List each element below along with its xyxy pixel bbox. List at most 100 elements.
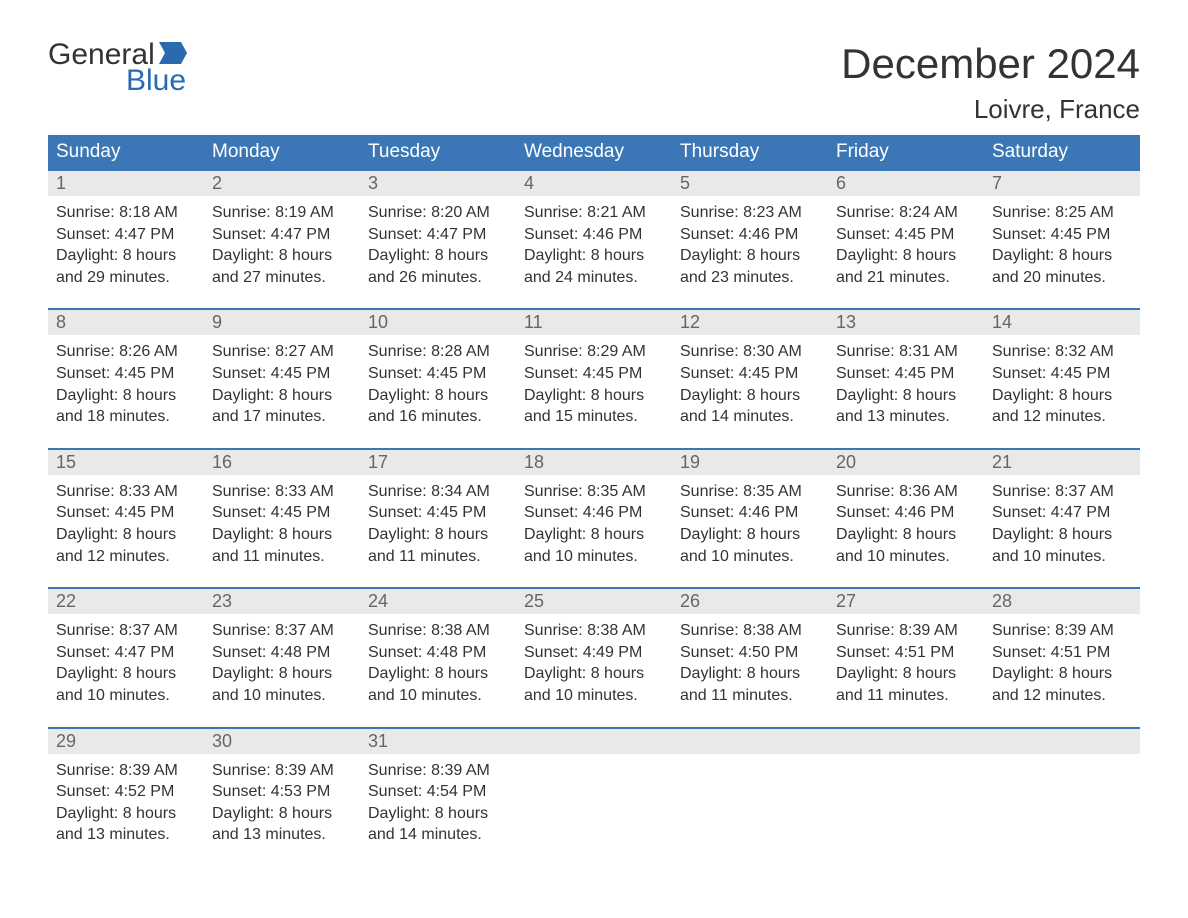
- day-number: 21: [984, 450, 1140, 475]
- daylight-text-1: Daylight: 8 hours: [524, 245, 664, 267]
- daylight-text-2: and 10 minutes.: [212, 685, 352, 707]
- sunset-text: Sunset: 4:48 PM: [212, 642, 352, 664]
- day-number: 18: [516, 450, 672, 475]
- day-number: [516, 729, 672, 754]
- day-data: Sunrise: 8:21 AMSunset: 4:46 PMDaylight:…: [516, 196, 672, 298]
- sunset-text: Sunset: 4:45 PM: [992, 224, 1132, 246]
- sunrise-text: Sunrise: 8:39 AM: [368, 760, 508, 782]
- day-data: Sunrise: 8:37 AMSunset: 4:48 PMDaylight:…: [204, 614, 360, 716]
- day-number: [672, 729, 828, 754]
- sunset-text: Sunset: 4:46 PM: [680, 502, 820, 524]
- daylight-text-1: Daylight: 8 hours: [992, 524, 1132, 546]
- day-number: 20: [828, 450, 984, 475]
- calendar-cell: 23Sunrise: 8:37 AMSunset: 4:48 PMDayligh…: [204, 589, 360, 716]
- sunrise-text: Sunrise: 8:27 AM: [212, 341, 352, 363]
- daylight-text-2: and 15 minutes.: [524, 406, 664, 428]
- daylight-text-2: and 10 minutes.: [368, 685, 508, 707]
- calendar-cell: 8Sunrise: 8:26 AMSunset: 4:45 PMDaylight…: [48, 310, 204, 437]
- day-number: 5: [672, 171, 828, 196]
- sunset-text: Sunset: 4:50 PM: [680, 642, 820, 664]
- day-data: Sunrise: 8:38 AMSunset: 4:48 PMDaylight:…: [360, 614, 516, 716]
- day-number: [828, 729, 984, 754]
- location-label: Loivre, France: [841, 94, 1140, 125]
- day-header-cell: Monday: [204, 135, 360, 169]
- daylight-text-2: and 10 minutes.: [524, 546, 664, 568]
- sunrise-text: Sunrise: 8:29 AM: [524, 341, 664, 363]
- day-data: Sunrise: 8:26 AMSunset: 4:45 PMDaylight:…: [48, 335, 204, 437]
- day-data: Sunrise: 8:34 AMSunset: 4:45 PMDaylight:…: [360, 475, 516, 577]
- sunset-text: Sunset: 4:47 PM: [212, 224, 352, 246]
- calendar-cell: 14Sunrise: 8:32 AMSunset: 4:45 PMDayligh…: [984, 310, 1140, 437]
- sunrise-text: Sunrise: 8:24 AM: [836, 202, 976, 224]
- sunrise-text: Sunrise: 8:26 AM: [56, 341, 196, 363]
- sunset-text: Sunset: 4:45 PM: [368, 502, 508, 524]
- daylight-text-2: and 11 minutes.: [212, 546, 352, 568]
- day-data: Sunrise: 8:20 AMSunset: 4:47 PMDaylight:…: [360, 196, 516, 298]
- day-number: 29: [48, 729, 204, 754]
- daylight-text-1: Daylight: 8 hours: [680, 524, 820, 546]
- calendar-week: 22Sunrise: 8:37 AMSunset: 4:47 PMDayligh…: [48, 587, 1140, 716]
- daylight-text-1: Daylight: 8 hours: [212, 245, 352, 267]
- month-title: December 2024: [841, 40, 1140, 88]
- daylight-text-2: and 10 minutes.: [56, 685, 196, 707]
- calendar-cell: 17Sunrise: 8:34 AMSunset: 4:45 PMDayligh…: [360, 450, 516, 577]
- day-number: 12: [672, 310, 828, 335]
- sunset-text: Sunset: 4:52 PM: [56, 781, 196, 803]
- daylight-text-1: Daylight: 8 hours: [212, 663, 352, 685]
- sunset-text: Sunset: 4:45 PM: [524, 363, 664, 385]
- sunrise-text: Sunrise: 8:20 AM: [368, 202, 508, 224]
- day-header-cell: Wednesday: [516, 135, 672, 169]
- daylight-text-1: Daylight: 8 hours: [368, 803, 508, 825]
- daylight-text-1: Daylight: 8 hours: [836, 663, 976, 685]
- sunrise-text: Sunrise: 8:32 AM: [992, 341, 1132, 363]
- sunrise-text: Sunrise: 8:30 AM: [680, 341, 820, 363]
- daylight-text-2: and 13 minutes.: [836, 406, 976, 428]
- day-data: Sunrise: 8:31 AMSunset: 4:45 PMDaylight:…: [828, 335, 984, 437]
- sunset-text: Sunset: 4:49 PM: [524, 642, 664, 664]
- sunset-text: Sunset: 4:47 PM: [56, 224, 196, 246]
- calendar-cell: 10Sunrise: 8:28 AMSunset: 4:45 PMDayligh…: [360, 310, 516, 437]
- daylight-text-2: and 12 minutes.: [992, 685, 1132, 707]
- sunrise-text: Sunrise: 8:39 AM: [992, 620, 1132, 642]
- day-data: Sunrise: 8:35 AMSunset: 4:46 PMDaylight:…: [672, 475, 828, 577]
- calendar-week: 1Sunrise: 8:18 AMSunset: 4:47 PMDaylight…: [48, 169, 1140, 298]
- daylight-text-2: and 18 minutes.: [56, 406, 196, 428]
- sunset-text: Sunset: 4:47 PM: [992, 502, 1132, 524]
- daylight-text-2: and 20 minutes.: [992, 267, 1132, 289]
- day-data: Sunrise: 8:24 AMSunset: 4:45 PMDaylight:…: [828, 196, 984, 298]
- calendar-cell: 25Sunrise: 8:38 AMSunset: 4:49 PMDayligh…: [516, 589, 672, 716]
- day-number: 2: [204, 171, 360, 196]
- daylight-text-2: and 11 minutes.: [368, 546, 508, 568]
- calendar-cell: 27Sunrise: 8:39 AMSunset: 4:51 PMDayligh…: [828, 589, 984, 716]
- sunrise-text: Sunrise: 8:37 AM: [992, 481, 1132, 503]
- sunset-text: Sunset: 4:45 PM: [680, 363, 820, 385]
- calendar-cell: 11Sunrise: 8:29 AMSunset: 4:45 PMDayligh…: [516, 310, 672, 437]
- daylight-text-1: Daylight: 8 hours: [836, 385, 976, 407]
- day-number: 4: [516, 171, 672, 196]
- daylight-text-1: Daylight: 8 hours: [212, 803, 352, 825]
- day-header-cell: Tuesday: [360, 135, 516, 169]
- sunrise-text: Sunrise: 8:21 AM: [524, 202, 664, 224]
- day-data: Sunrise: 8:37 AMSunset: 4:47 PMDaylight:…: [984, 475, 1140, 577]
- daylight-text-2: and 29 minutes.: [56, 267, 196, 289]
- sunset-text: Sunset: 4:46 PM: [524, 502, 664, 524]
- calendar: SundayMondayTuesdayWednesdayThursdayFrid…: [48, 135, 1140, 856]
- sunset-text: Sunset: 4:46 PM: [524, 224, 664, 246]
- daylight-text-2: and 13 minutes.: [56, 824, 196, 846]
- sunrise-text: Sunrise: 8:19 AM: [212, 202, 352, 224]
- day-header-cell: Saturday: [984, 135, 1140, 169]
- daylight-text-2: and 10 minutes.: [992, 546, 1132, 568]
- day-number: 19: [672, 450, 828, 475]
- sunset-text: Sunset: 4:53 PM: [212, 781, 352, 803]
- daylight-text-1: Daylight: 8 hours: [524, 663, 664, 685]
- logo: General Blue: [48, 40, 187, 96]
- title-block: December 2024 Loivre, France: [841, 40, 1140, 125]
- daylight-text-1: Daylight: 8 hours: [836, 524, 976, 546]
- daylight-text-2: and 26 minutes.: [368, 267, 508, 289]
- sunrise-text: Sunrise: 8:25 AM: [992, 202, 1132, 224]
- day-data: Sunrise: 8:30 AMSunset: 4:45 PMDaylight:…: [672, 335, 828, 437]
- day-data: Sunrise: 8:38 AMSunset: 4:49 PMDaylight:…: [516, 614, 672, 716]
- day-number: 9: [204, 310, 360, 335]
- daylight-text-1: Daylight: 8 hours: [56, 245, 196, 267]
- day-header-row: SundayMondayTuesdayWednesdayThursdayFrid…: [48, 135, 1140, 169]
